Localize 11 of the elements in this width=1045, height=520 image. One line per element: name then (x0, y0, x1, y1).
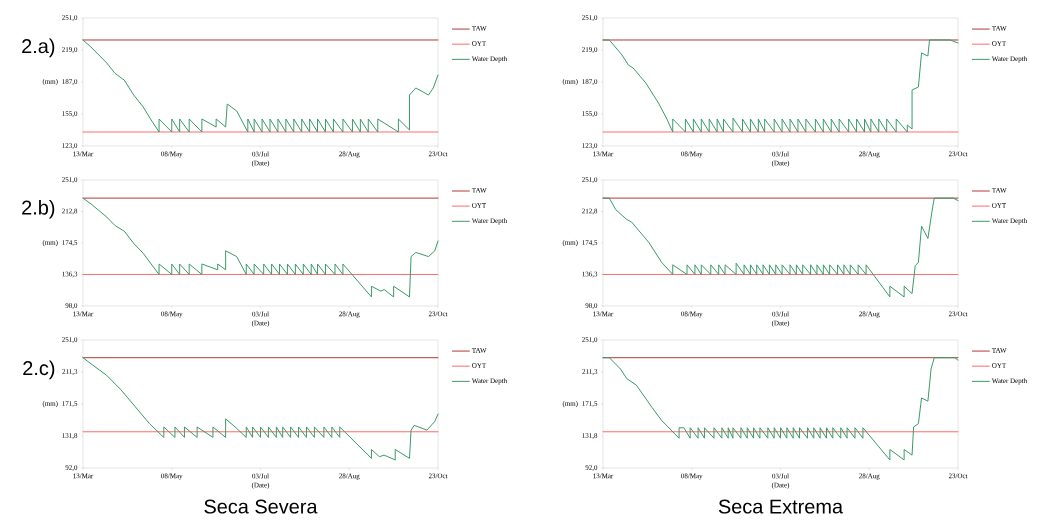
text: Seca Extrema (718, 499, 844, 514)
line-series (82, 357, 439, 461)
line-series (602, 197, 959, 298)
text: 2.b) (22, 200, 55, 219)
line-series (82, 197, 439, 298)
text: 2.a) (22, 38, 55, 58)
text: Seca Severa (204, 499, 318, 514)
line-series (82, 39, 439, 133)
line-series (602, 39, 959, 133)
line-series (602, 357, 959, 461)
text: 2.c) (23, 360, 55, 380)
